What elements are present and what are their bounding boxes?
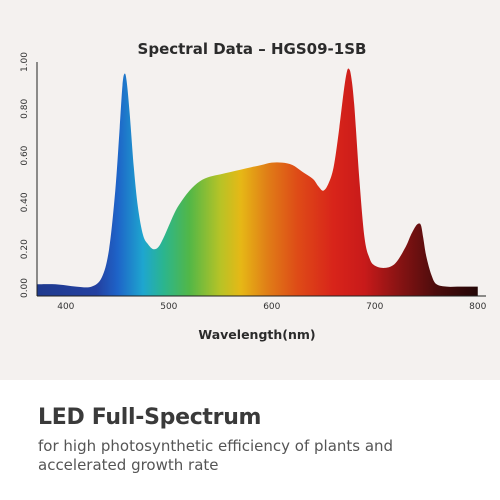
y-axis-ticks: 0.00 0.20 0.40 0.60 0.80 1.00 — [20, 52, 30, 298]
y-tick-label: 0.60 — [20, 145, 30, 165]
x-axis-label: Wavelength(nm) — [198, 327, 315, 342]
y-tick-label: 0.20 — [20, 239, 30, 259]
footer — [0, 380, 500, 500]
headline: LED Full-Spectrum — [38, 405, 262, 430]
y-tick-label: 0.80 — [20, 99, 30, 119]
x-tick-label: 500 — [160, 302, 177, 312]
chart-title: Spectral Data – HGS09-1SB — [138, 40, 367, 58]
y-tick-label: 0.40 — [20, 192, 30, 212]
spectrum-area — [37, 68, 478, 296]
x-axis-ticks: 400 500 600 700 800 — [57, 302, 486, 312]
spectrum-chart: Spectral Data – HGS09-1SB 0.000.200.400.… — [20, 40, 487, 342]
plot-area — [37, 68, 478, 296]
subline: for high photosynthetic efficiency of pl… — [38, 437, 394, 474]
x-tick-label: 800 — [469, 302, 486, 312]
x-tick-label: 700 — [366, 302, 383, 312]
x-tick-label: 400 — [57, 302, 74, 312]
y-tick-label: 0.00 — [20, 278, 30, 298]
x-tick-label: 600 — [263, 302, 280, 312]
y-tick-label: 1.00 — [20, 52, 30, 72]
